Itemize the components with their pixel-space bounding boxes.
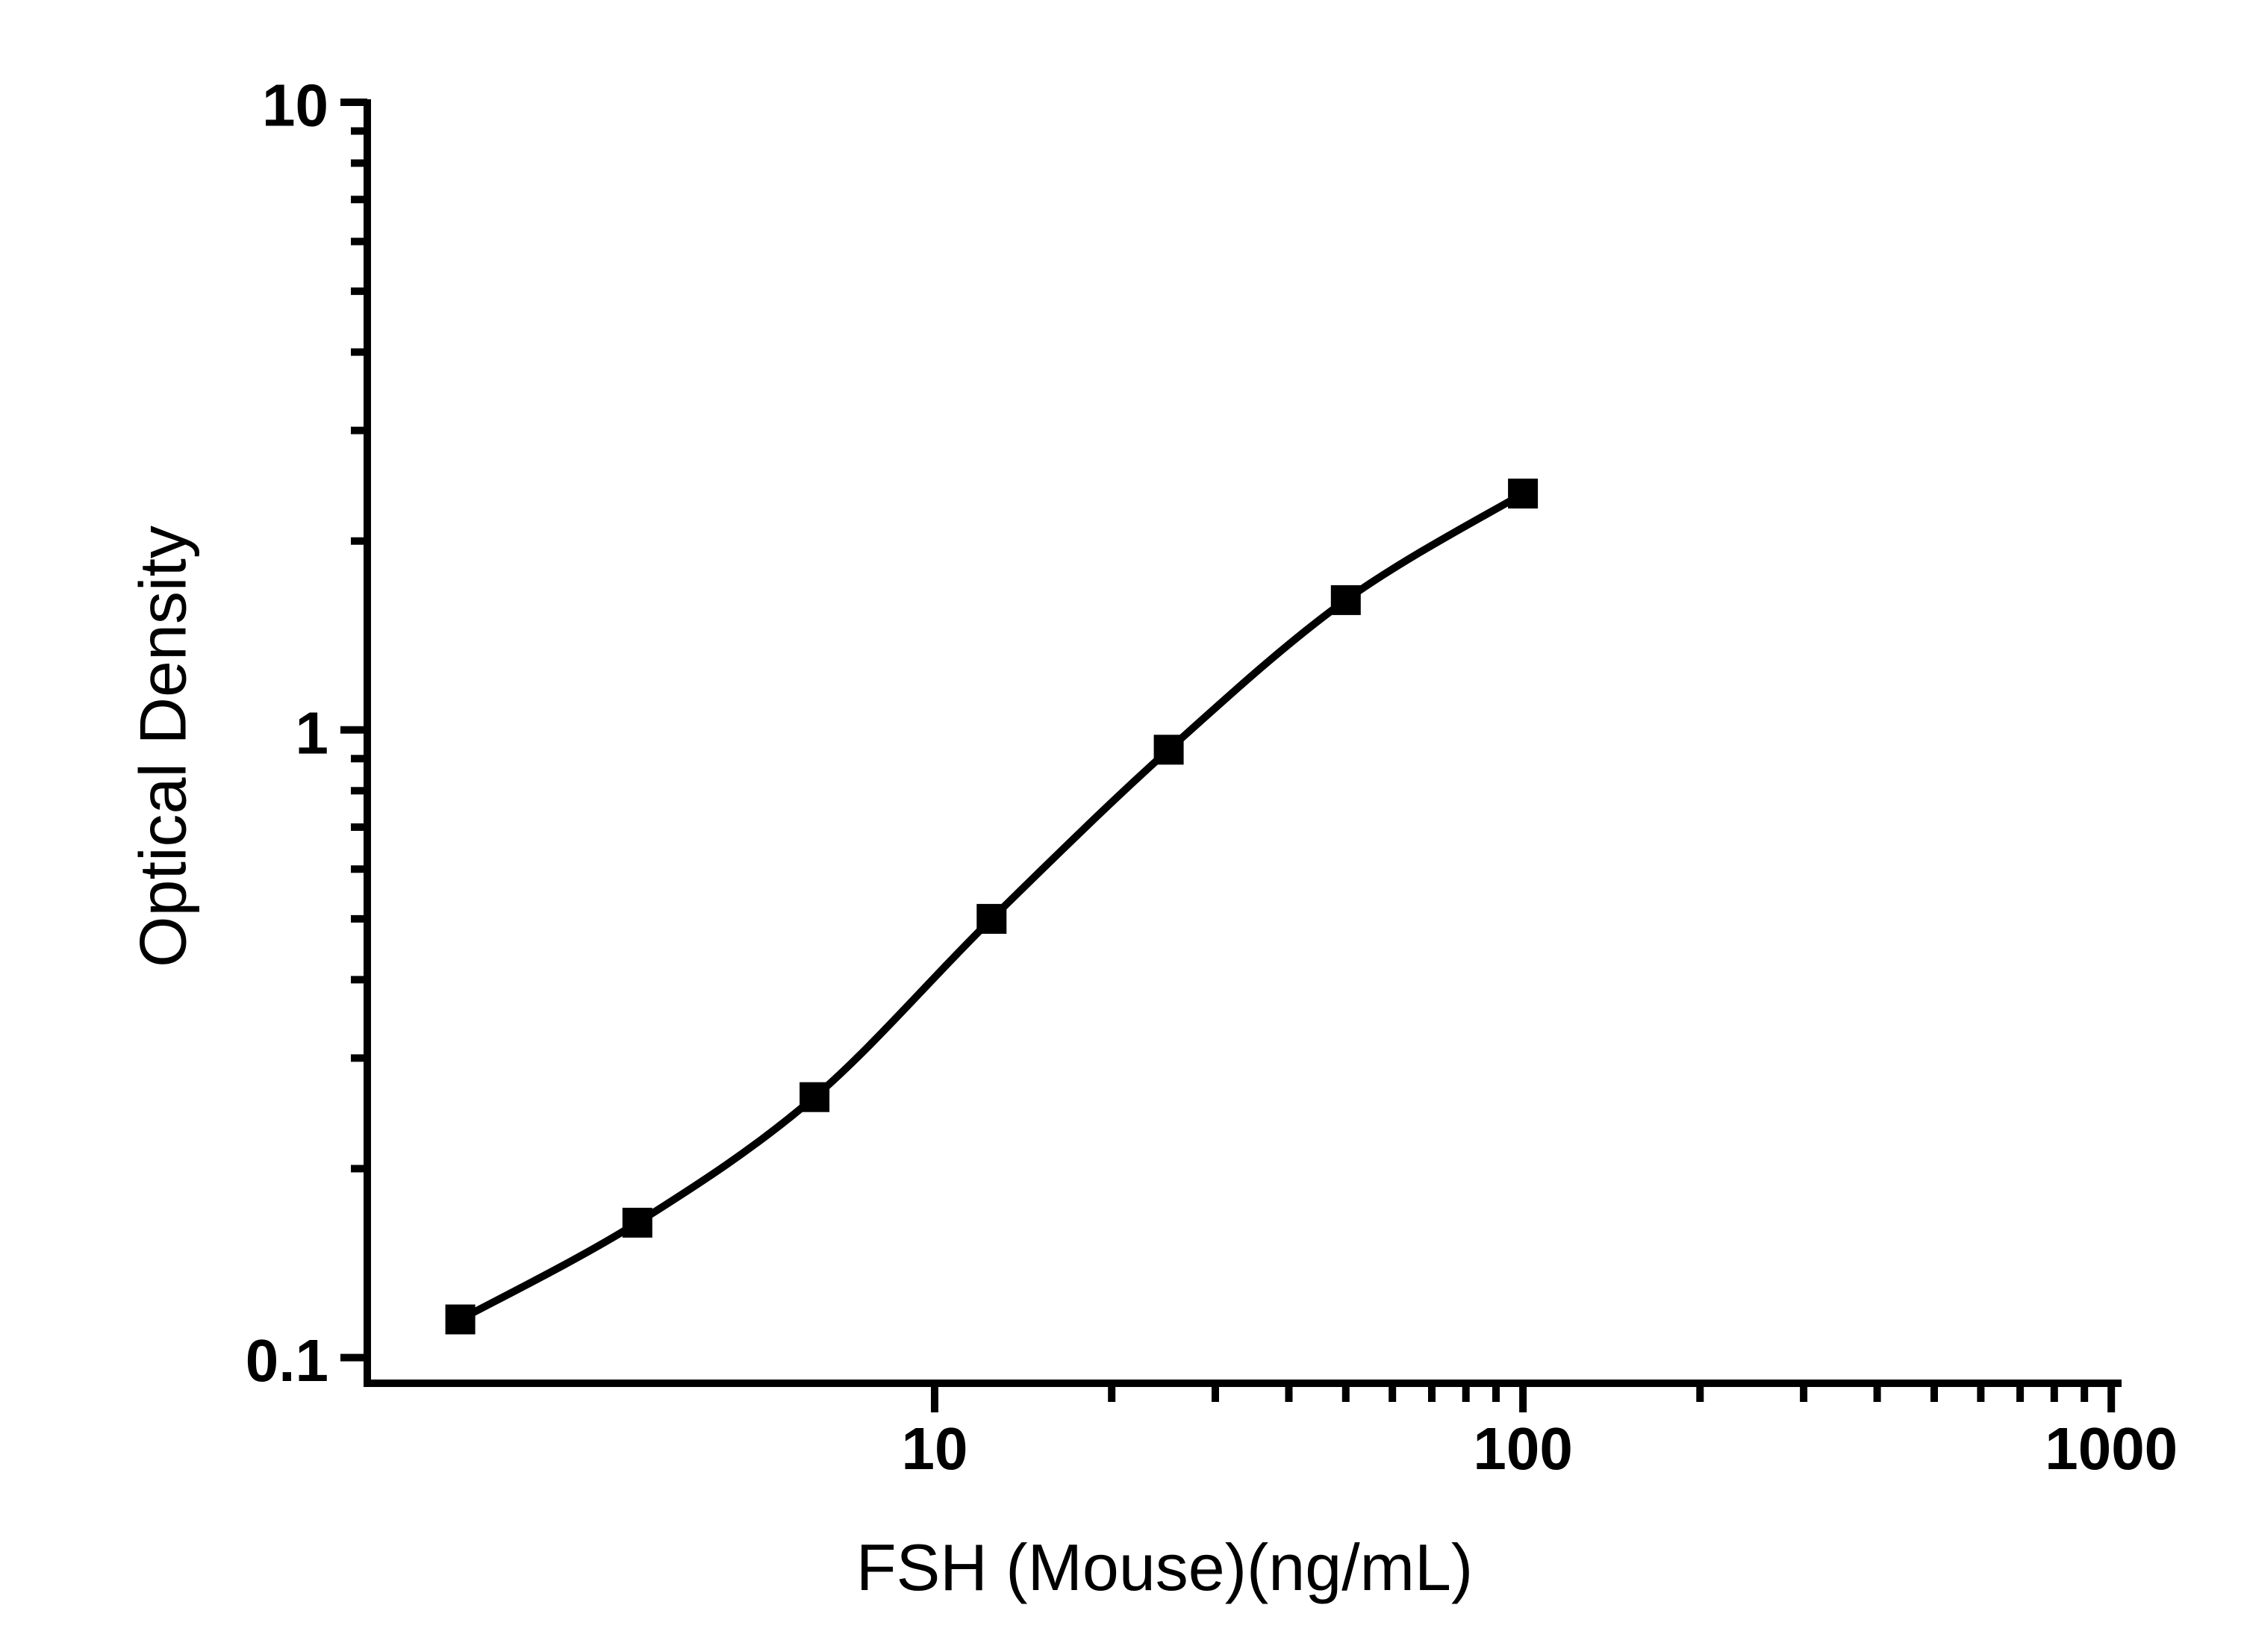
x-tick-label: 100: [1473, 1415, 1572, 1482]
y-axis: 10 1 0.1: [246, 72, 367, 1394]
x-tick-label: 10: [902, 1415, 968, 1482]
y-tick-label: 0.1: [246, 1327, 328, 1394]
data-point-marker: [1330, 585, 1361, 615]
data-point-marker: [1508, 479, 1539, 509]
data-point-marker: [445, 1304, 476, 1335]
x-tick-label: 1000: [2045, 1415, 2178, 1482]
x-axis: 10 100 1000: [902, 1383, 2178, 1482]
y-axis-title: Optical Density: [126, 526, 200, 967]
data-point-marker: [622, 1207, 652, 1238]
y-tick-label: 10: [262, 72, 328, 139]
data-point-marker: [976, 903, 1007, 934]
standard-curve-series: [445, 479, 1539, 1335]
axis-frame: [364, 99, 2122, 1387]
x-axis-title: FSH (Mouse)(ng/mL): [856, 1530, 1473, 1604]
data-point-marker: [800, 1082, 830, 1112]
data-point-marker: [1153, 735, 1184, 765]
y-tick-label: 1: [296, 699, 329, 766]
